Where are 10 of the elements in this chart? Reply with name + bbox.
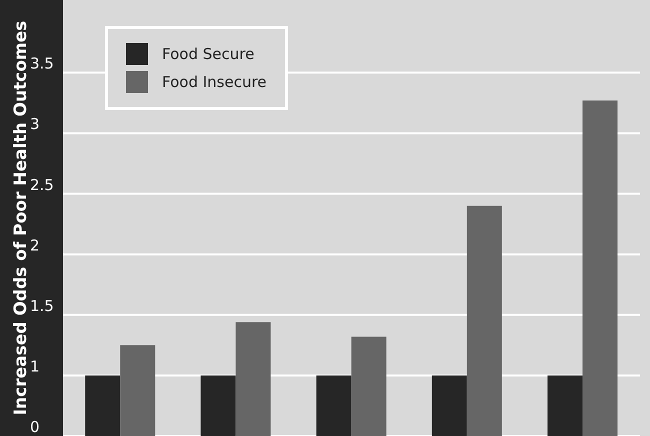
y-axis-title: Increased Odds of Poor Health Outcomes xyxy=(11,20,31,416)
y-tick-label: 2 xyxy=(30,236,40,254)
y-tick-label: 3.5 xyxy=(30,54,54,73)
legend-label: Food Insecure xyxy=(162,73,267,91)
y-tick-label: 3 xyxy=(30,115,40,134)
legend-label: Food Secure xyxy=(162,45,254,63)
y-tick-label: 0 xyxy=(30,418,40,436)
y-tick-label: 1 xyxy=(30,357,40,376)
y-tick-label: 2.5 xyxy=(30,176,54,194)
y-tick-label: 1.5 xyxy=(30,296,54,315)
